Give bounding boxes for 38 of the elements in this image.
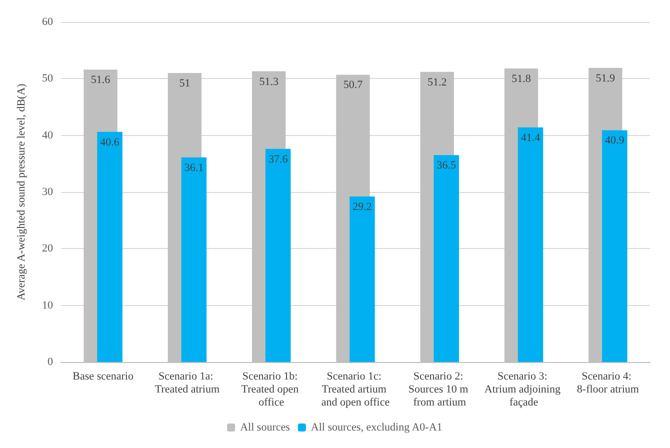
legend-label: All sources	[240, 422, 290, 434]
legend-label: All sources, excluding A0-A1	[310, 422, 442, 434]
bar	[434, 155, 459, 362]
bar	[97, 132, 122, 362]
data-label: 51.3	[259, 76, 279, 88]
y-tick-label: 10	[42, 299, 54, 312]
x-tick-label: Scenario 2: Sources 10 m from artium	[408, 370, 471, 408]
data-label: 51.9	[596, 72, 616, 84]
data-label: 36.1	[184, 162, 204, 174]
y-tick-label: 20	[42, 242, 54, 255]
x-tick-label: Scenario 3: Atrium adjoining façade	[484, 370, 564, 408]
y-tick-label: 30	[42, 186, 54, 198]
x-tick-label: Scenario 1c: Treated artium and open office	[321, 370, 390, 408]
y-tick-label: 40	[42, 129, 54, 142]
data-label: 29.2	[352, 201, 372, 214]
bar	[181, 157, 207, 362]
data-label: 40.9	[605, 134, 625, 147]
bar	[350, 196, 375, 362]
data-label: 51.6	[90, 74, 111, 86]
y-tick-label: 50	[42, 72, 54, 85]
data-label: 50.7	[343, 79, 364, 92]
bar	[265, 148, 291, 362]
x-tick-label: Scenario 4: 8-floor atrium	[576, 370, 640, 396]
data-label: 41.4	[520, 132, 541, 144]
data-label: 51.8	[512, 72, 532, 85]
y-axis-title: Average A-weighted sound pressure level, dB(A)	[16, 83, 28, 300]
y-tick-label: 60	[42, 16, 54, 28]
data-label: 37.6	[268, 153, 288, 166]
x-tick-label: Scenario 1b: Treated open office	[241, 370, 302, 408]
x-tick-label: Scenario 1a: Treated atrium	[154, 370, 220, 396]
bar	[602, 130, 628, 362]
data-label: 51.2	[427, 76, 447, 88]
data-label: 36.5	[436, 160, 456, 172]
data-label: 51	[179, 78, 190, 90]
data-label: 40.6	[100, 136, 120, 148]
y-tick-label: 0	[48, 356, 54, 368]
bar	[518, 127, 544, 362]
x-tick-label: Base scenario	[72, 370, 134, 382]
